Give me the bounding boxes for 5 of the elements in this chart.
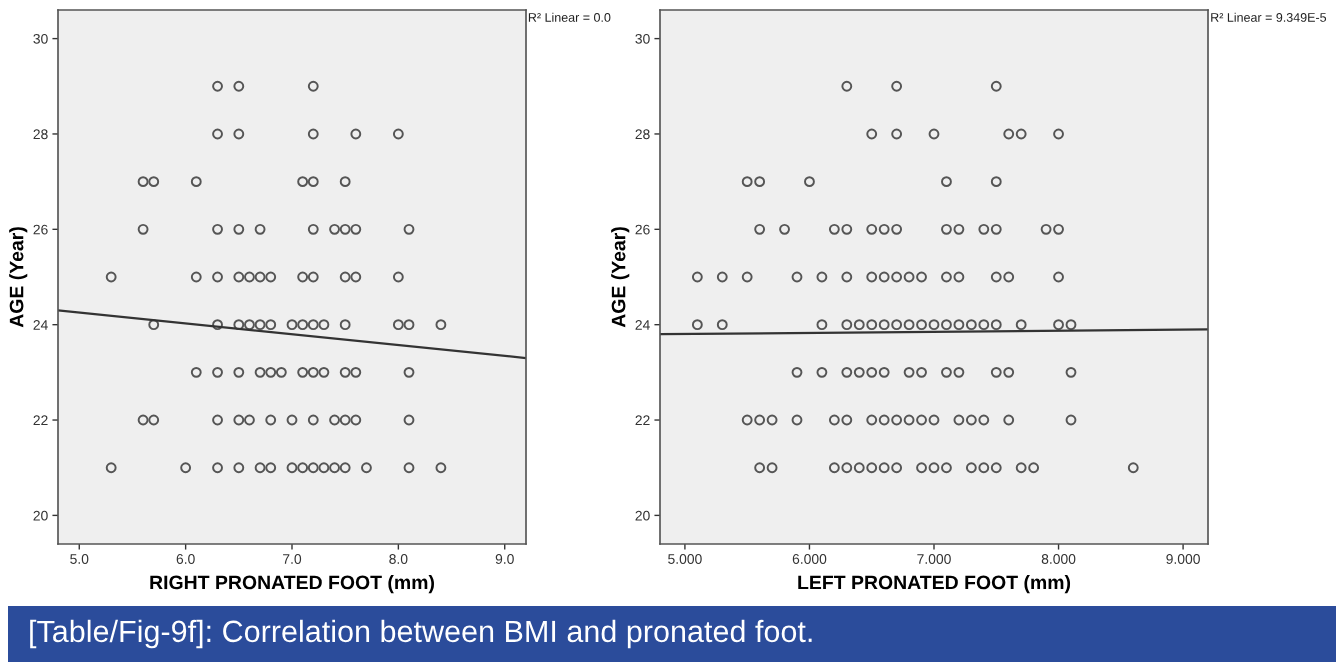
y-axis-title: AGE (Year) — [9, 227, 28, 328]
x-axis-title: RIGHT PRONATED FOOT (mm) — [150, 575, 434, 594]
text: [Table/Fig-9f]: Correlation between BMI and pronated foot. — [30, 619, 812, 649]
y-axis-title: AGE (Year) — [611, 227, 630, 328]
x-axis-title: LEFT PRONATED FOOT (mm) — [798, 575, 1071, 594]
